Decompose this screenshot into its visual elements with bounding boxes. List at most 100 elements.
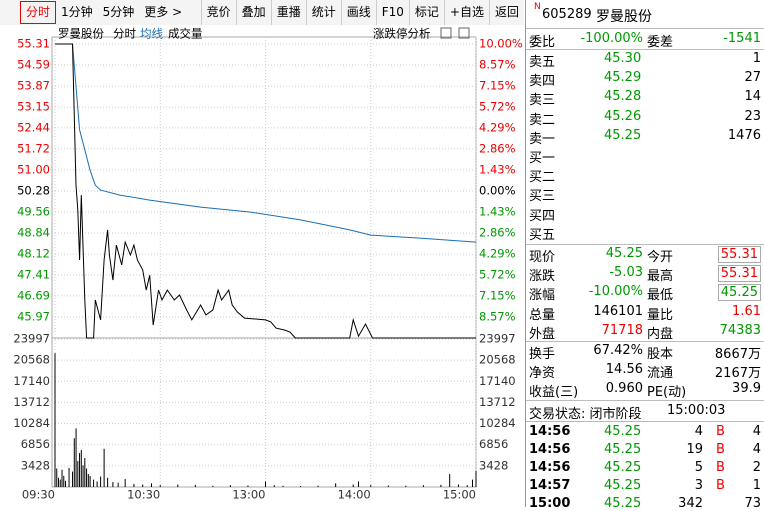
volume-bar (112, 482, 114, 487)
legend-entry: 均线 (140, 27, 163, 41)
volume-bar (54, 353, 56, 487)
volume-bar (440, 484, 442, 487)
volume-tick-label: 20568 (13, 353, 50, 367)
volume-bar (177, 484, 179, 487)
price-tick-label: 53.87 (17, 79, 50, 93)
legend-entry: 成交量 (168, 27, 203, 41)
volume-bar (86, 468, 88, 487)
toolbar-button[interactable]: 叠加 (235, 0, 271, 25)
volume-bar (300, 486, 302, 487)
ask-price: 45.25 (604, 127, 642, 143)
bid-label: 买四 (529, 208, 556, 224)
ask-label: 卖一 (529, 131, 556, 147)
value: 45.25 (717, 284, 761, 302)
volume-bar (405, 485, 407, 487)
pct-tick-label: 8.57% (479, 58, 516, 72)
volume-bar (159, 485, 161, 487)
separator (526, 244, 764, 245)
toolbar-button[interactable]: 统计 (305, 0, 341, 25)
volume-bar (273, 485, 275, 487)
tab[interactable]: 5分钟 (102, 5, 135, 19)
toolbar-button[interactable]: 重播 (270, 0, 306, 25)
trade-count: 73 (744, 496, 761, 511)
volume-bar (142, 484, 144, 487)
volume-bar (422, 485, 424, 487)
toolbar-button[interactable]: F10 (375, 0, 409, 25)
ask-label: 卖三 (529, 93, 556, 109)
trade-volume: 4 (694, 424, 703, 439)
trade-count: 1 (752, 478, 761, 493)
volume-bar (77, 461, 79, 487)
volume-bar (150, 483, 152, 487)
volume-bar (63, 475, 65, 487)
toolbar-button[interactable]: 标记 (408, 0, 444, 25)
label: 流通 (647, 366, 674, 382)
tab[interactable]: 更多 > (144, 5, 183, 19)
time-tick-label: 10:30 (127, 488, 160, 502)
price-tick-label: 46.69 (17, 288, 50, 302)
volume-tick-label: 10284 (479, 416, 516, 430)
volume-tick-label: 6856 (21, 437, 50, 451)
intraday-chart: 罗曼股份 分时 均线 成交量 涨跌停分析 55.31 54.59 53.87 53.15 52.4… (0, 25, 524, 507)
pct-tick-label: 2.86% (479, 226, 516, 240)
trade-volume: 5 (694, 460, 703, 475)
tab[interactable]: 1分钟 (61, 5, 93, 19)
volume-bar (56, 468, 58, 487)
toolbar-button[interactable]: +自选 (443, 0, 489, 25)
label: 量比 (647, 307, 674, 323)
volume-bar (247, 485, 249, 487)
label: 涨跌 (529, 269, 556, 285)
volume-bar (89, 475, 91, 487)
volume-bar (82, 465, 84, 487)
trade-time: 14:56 (529, 442, 571, 457)
volume-tick-label: 23997 (479, 332, 516, 346)
time-tick-label: 09:30 (22, 488, 55, 502)
volume-bar (84, 458, 86, 487)
tab[interactable]: 分时 (20, 1, 57, 24)
trade-side: B (716, 424, 725, 439)
volume-bar (73, 438, 75, 487)
trade-price: 45.25 (604, 478, 642, 493)
price-tick-label: 47.41 (17, 267, 50, 281)
toolbar-button[interactable]: 竞价 (200, 0, 236, 25)
volume-bar (87, 474, 89, 487)
volume-bar (229, 485, 231, 487)
separator (526, 421, 764, 422)
value: -100.00% (580, 31, 643, 46)
pct-tick-label: 0.00% (479, 184, 516, 198)
pct-tick-label: 4.29% (479, 120, 516, 134)
volume-bar (59, 479, 61, 487)
value: -10.00% (588, 284, 643, 300)
volume-bar (103, 448, 105, 487)
trade-volume: 342 (678, 496, 703, 511)
volume-bar (457, 484, 459, 487)
spacer (187, 0, 200, 25)
volume-tick-label: 6856 (479, 437, 508, 451)
volume-bar (357, 481, 359, 487)
value: 146101 (593, 303, 643, 319)
volume-bar (387, 485, 389, 487)
price-tick-label: 49.56 (17, 205, 50, 219)
volume-tick-label: 10284 (13, 416, 50, 430)
value: 55.31 (717, 265, 761, 283)
price-tick-label: 48.84 (17, 226, 50, 240)
volume-bar (79, 453, 81, 487)
value: 0.960 (605, 381, 643, 397)
pct-tick-label: 7.15% (479, 289, 516, 303)
price-tick-label: 55.31 (17, 37, 50, 51)
toolbar-button[interactable]: 返回 (488, 0, 524, 25)
volume-tick-label: 23997 (13, 332, 50, 346)
volume-bar (466, 485, 468, 487)
separator (526, 28, 764, 29)
value: 2167万 (714, 366, 761, 382)
trade-volume: 3 (694, 478, 703, 493)
price-tick-label: 45.97 (17, 309, 50, 323)
label: 现价 (529, 250, 556, 265)
pct-tick-label: 8.57% (479, 309, 516, 323)
toolbar-button[interactable]: 画线 (340, 0, 376, 25)
value: 14.56 (605, 362, 643, 378)
volume-tick-label: 17140 (479, 374, 516, 388)
volume-bar (475, 470, 477, 487)
separator (526, 341, 764, 342)
